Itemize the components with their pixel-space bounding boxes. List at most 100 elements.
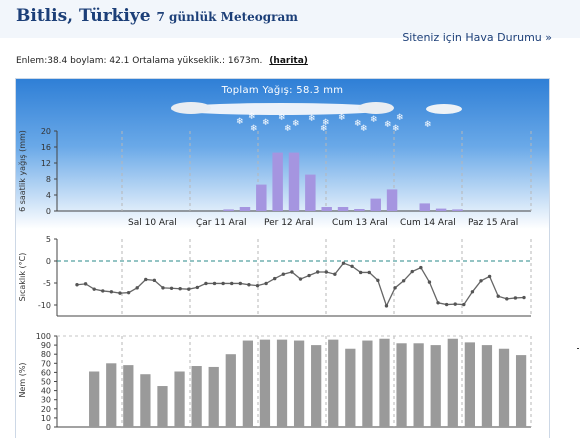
- humidity-bar: [311, 345, 322, 427]
- humidity-bar: [208, 366, 219, 427]
- meteogram: Toplam Yağış: 58.3 mm ❄ ❄ ❄ ❄ ❄ ❄ ❄ ❄ ❄ ❄ ❄ ❄ ❄ ❄ ❄ ❄ ❄ ❄…: [15, 78, 550, 438]
- day-label: Çar 11 Aral: [196, 218, 247, 228]
- snowflake-icon: ❄: [308, 114, 316, 124]
- temp-point: [169, 286, 174, 290]
- day-label: Paz 15 Aral: [468, 218, 518, 228]
- humidity-y-tick-label: 50: [41, 378, 51, 387]
- precip-bar: [354, 209, 365, 211]
- humidity-bar: [157, 386, 168, 427]
- site-weather-link-label[interactable]: Siteniz için Hava Durumu: [402, 31, 542, 44]
- temp-point: [290, 270, 294, 274]
- snowflake-icon: ❄: [248, 112, 256, 122]
- cloud-band: [171, 102, 462, 115]
- snowflake-icon: ❄: [424, 120, 432, 130]
- humidity-bar: [413, 343, 424, 427]
- humidity-bar: [140, 374, 151, 427]
- site-weather-link[interactable]: Siteniz için Hava Durumu »: [402, 31, 552, 44]
- temp-point: [101, 289, 105, 293]
- temp-line: [76, 262, 525, 308]
- temp-point: [487, 274, 492, 279]
- temp-point: [152, 278, 157, 283]
- day-label: Sal 10 Aral: [128, 218, 177, 228]
- precip-bar: [337, 207, 349, 211]
- humidity-bar: [430, 345, 441, 427]
- humidity-y-tick-label: 60: [41, 368, 51, 377]
- temp-point: [187, 287, 191, 291]
- day-label: Cum 14 Aral: [400, 218, 456, 228]
- snowflake-icon: ❄: [384, 120, 392, 130]
- humidity-bar: [191, 366, 202, 427]
- snowflake-icon: ❄: [250, 124, 258, 134]
- snowflake-icon: ❄: [284, 124, 292, 134]
- humidity-bar: [447, 338, 458, 427]
- temp-point: [273, 276, 277, 281]
- temp-point: [212, 281, 217, 286]
- temp-point: [178, 287, 182, 291]
- temp-point: [453, 302, 457, 306]
- map-link[interactable]: (harita): [269, 56, 308, 66]
- temp-point: [324, 270, 328, 274]
- precip-panel: 0 4 8 12 16 20 Sal 10 Aral Çar 11 Aral Per 12 Ar…: [18, 127, 532, 228]
- precip-bar: [452, 209, 463, 211]
- humidity-bar: [515, 355, 527, 427]
- temp-point: [401, 279, 406, 283]
- temp-point: [264, 281, 268, 286]
- precip-bar: [370, 198, 381, 211]
- temp-point: [204, 281, 208, 286]
- snowflake-icon: ❄: [396, 113, 404, 123]
- snowflake-icon: ❄: [322, 118, 330, 128]
- snowflake-icon: ❄: [370, 115, 378, 125]
- temp-point: [247, 283, 251, 287]
- temp-y-tick-label: -5: [43, 279, 51, 288]
- humidity-bar: [89, 371, 100, 427]
- humidity-bar: [328, 339, 339, 427]
- temp-point: [384, 304, 389, 308]
- temp-point: [496, 294, 500, 298]
- humidity-y-tick-label: 10: [41, 414, 51, 423]
- temp-point: [522, 295, 526, 300]
- stray-dot: [577, 348, 579, 349]
- humidity-y-tick-label: 30: [41, 396, 51, 405]
- precip-y-tick-label: 20: [41, 127, 51, 136]
- temp-point: [333, 272, 337, 276]
- temp-point: [126, 290, 131, 295]
- humidity-y-tick-label: 70: [41, 359, 51, 368]
- humidity-y-tick-label: 80: [41, 350, 51, 359]
- temp-point: [161, 286, 165, 290]
- temp-point: [462, 302, 466, 307]
- temp-point: [350, 264, 354, 268]
- precip-bar: [239, 207, 251, 211]
- humidity-y-tick-label: 0: [46, 423, 51, 432]
- day-label: Per 12 Aral: [264, 218, 313, 228]
- humidity-bar: [106, 363, 117, 427]
- humidity-bar: [225, 354, 236, 427]
- humidity-bar: [123, 365, 134, 427]
- humidity-bar: [276, 339, 288, 427]
- temp-point: [238, 281, 243, 286]
- humidity-bar: [293, 340, 305, 427]
- temp-point: [470, 290, 475, 294]
- temp-y-tick-label: -10: [38, 301, 51, 310]
- temp-point: [307, 273, 311, 278]
- temp-point: [195, 285, 200, 290]
- humidity-bar: [396, 343, 407, 427]
- precip-y-tick-label: 0: [46, 207, 51, 216]
- temp-point: [436, 301, 440, 305]
- temp-point: [298, 277, 303, 281]
- temp-point: [255, 283, 260, 288]
- humidity-bar: [174, 371, 185, 427]
- precip-bar: [321, 207, 332, 211]
- temp-point: [75, 283, 79, 287]
- location-name: Bitlis, Türkiye: [16, 6, 151, 26]
- precip-bar: [223, 209, 234, 211]
- snowflake-icon: ❄: [262, 118, 270, 128]
- temp-point: [505, 297, 509, 301]
- snowflake-icon: ❄: [338, 113, 346, 123]
- snowflake-icon: ❄: [392, 124, 400, 134]
- humidity-bar: [242, 340, 253, 427]
- temp-point: [444, 302, 449, 307]
- temp-point: [135, 286, 139, 290]
- temp-point: [109, 290, 114, 294]
- precip-bar: [419, 203, 430, 211]
